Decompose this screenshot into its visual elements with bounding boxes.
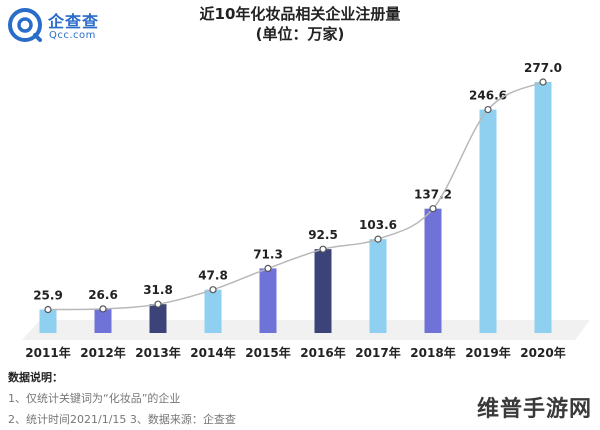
trend-point-2 xyxy=(99,305,107,313)
bar-1 xyxy=(39,309,57,333)
data-notes: 数据说明： 1、仅统计关键词为“化妆品”的企业 2、统计时间2021/1/15 … xyxy=(8,367,236,430)
bar-3 xyxy=(149,304,167,333)
bar-9 xyxy=(479,109,497,333)
trend-line xyxy=(47,81,544,311)
trend-point-4 xyxy=(209,286,217,294)
qcc-logo: 企查查 Qcc.com xyxy=(8,6,118,46)
value-label-8: 137.2 xyxy=(414,188,452,202)
value-label-5: 71.3 xyxy=(253,247,283,261)
value-label-3: 31.8 xyxy=(143,283,173,297)
qcc-logo-icon xyxy=(8,8,42,42)
value-label-4: 47.8 xyxy=(198,269,228,283)
value-label-2: 26.6 xyxy=(88,288,118,302)
value-label-9: 246.6 xyxy=(469,89,507,103)
notes-title: 数据说明： xyxy=(8,371,63,384)
bar-8 xyxy=(424,208,442,333)
category-label-5: 2015年 xyxy=(245,345,290,360)
bar-5 xyxy=(259,268,277,333)
chart-title: 近10年化妆品相关企业注册量 xyxy=(199,5,401,23)
category-label-8: 2018年 xyxy=(410,345,455,360)
category-label-4: 2014年 xyxy=(190,345,235,360)
bar-7 xyxy=(369,239,387,333)
chart-subtitle: (单位：万家) xyxy=(255,25,345,43)
bar-4 xyxy=(204,289,222,333)
brand-name-en: Qcc.com xyxy=(49,30,96,41)
value-label-6: 92.5 xyxy=(308,228,338,242)
trend-point-8 xyxy=(429,205,437,213)
brand-name-cn: 企查查 xyxy=(48,12,100,31)
value-label-7: 103.6 xyxy=(359,218,397,232)
category-label-10: 2020年 xyxy=(520,345,565,360)
category-label-9: 2019年 xyxy=(465,345,510,360)
category-label-2: 2012年 xyxy=(80,345,125,360)
category-label-1: 2011年 xyxy=(25,345,70,360)
bar-2 xyxy=(94,308,112,333)
category-label-7: 2017年 xyxy=(355,345,400,360)
value-label-1: 25.9 xyxy=(33,289,63,303)
trend-point-7 xyxy=(374,235,382,243)
trend-point-5 xyxy=(264,264,272,272)
note-line-2: 2、统计时间2021/1/15 3、数据来源：企查查 xyxy=(8,413,236,426)
watermark-text: 维普手游网 xyxy=(476,397,592,422)
trend-point-10 xyxy=(539,78,547,86)
bar-6 xyxy=(314,249,332,333)
trend-point-9 xyxy=(484,105,492,114)
trend-point-3 xyxy=(154,300,162,308)
category-label-3: 2013年 xyxy=(135,345,180,360)
category-label-6: 2016年 xyxy=(300,345,345,360)
note-line-1: 1、仅统计关键词为“化妆品”的企业 xyxy=(8,392,181,405)
bar-10 xyxy=(534,82,552,333)
trend-point-1 xyxy=(44,305,52,314)
trend-point-6 xyxy=(319,245,327,253)
value-label-10: 277.0 xyxy=(524,61,562,75)
